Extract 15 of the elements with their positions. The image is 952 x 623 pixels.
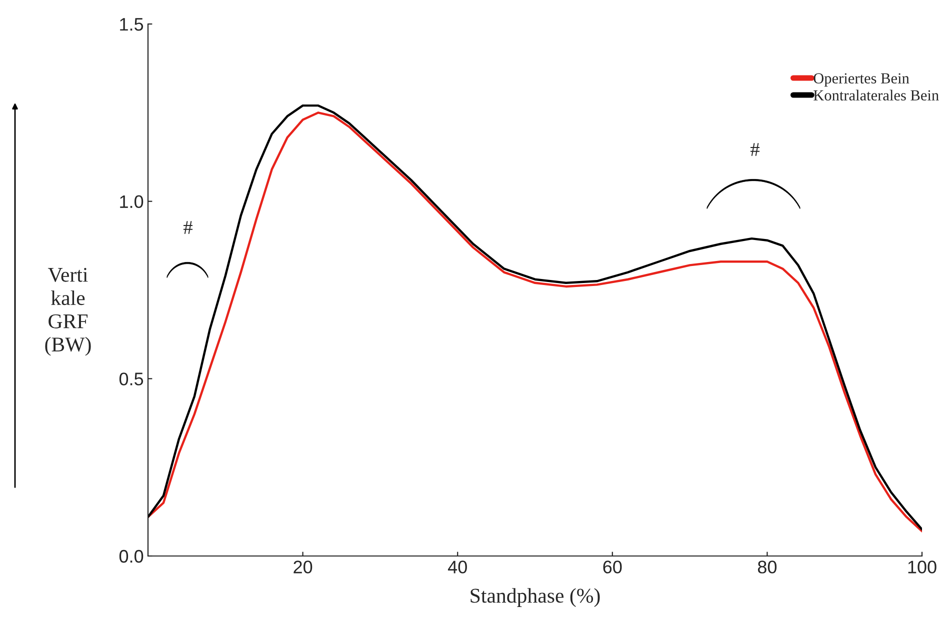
annotation: # [750, 143, 760, 156]
legend-label: Operiertes Bein [814, 73, 910, 87]
annotation: # [183, 221, 193, 234]
y-axis-title: Verti kale GRF (BW) [45, 268, 91, 356]
x-tick-label: 20 [294, 560, 312, 574]
y-tick-label: 0.0 [119, 550, 144, 563]
y-tick-label: 0.5 [119, 372, 144, 386]
legend-label: Kontralaterales Bein [814, 90, 939, 101]
x-axis-title: Standphase (%) [470, 588, 600, 607]
x-tick-label: 60 [603, 560, 622, 574]
x-tick-label: 100 [908, 560, 936, 574]
x-tick-label: 80 [758, 560, 777, 574]
y-tick-label: 1.5 [120, 18, 144, 31]
y-tick-label: 1.0 [120, 195, 144, 208]
x-tick-label: 40 [448, 560, 467, 574]
